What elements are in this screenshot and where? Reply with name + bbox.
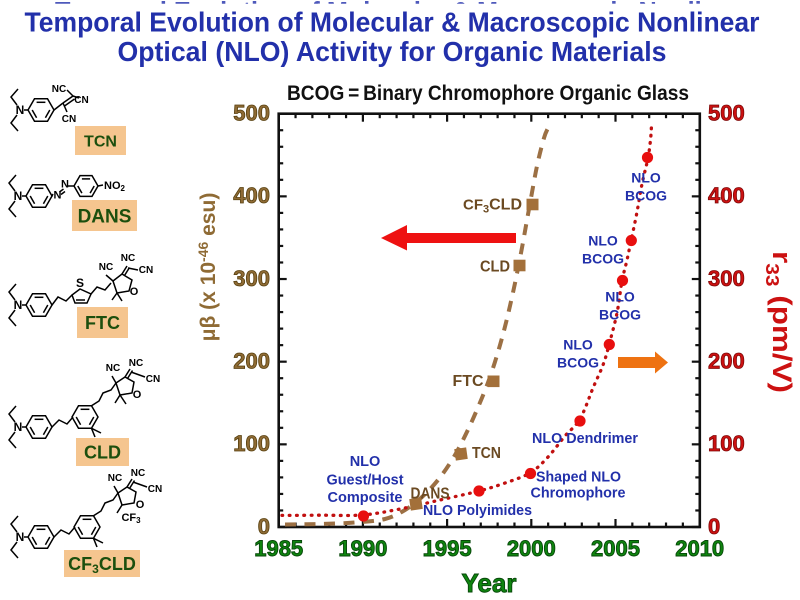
svg-text:N: N — [14, 420, 23, 434]
svg-text:DANS: DANS — [411, 486, 450, 503]
svg-text:NO2: NO2 — [104, 180, 126, 193]
svg-text:100: 100 — [708, 431, 745, 456]
svg-text:Composite: Composite — [328, 490, 403, 506]
svg-text:500: 500 — [233, 101, 270, 126]
svg-text:1995: 1995 — [423, 536, 472, 561]
svg-text:N: N — [14, 189, 23, 203]
svg-text:N: N — [61, 179, 69, 191]
svg-text:O: O — [130, 286, 139, 298]
svg-text:TCN: TCN — [472, 445, 501, 462]
svg-text:N: N — [14, 298, 23, 312]
svg-text:BCOG: BCOG — [557, 355, 599, 371]
svg-text:Optical (NLO) Activity for Org: Optical (NLO) Activity for Organic Mater… — [118, 36, 667, 67]
svg-text:500: 500 — [708, 101, 745, 126]
svg-text:CN: CN — [146, 374, 160, 385]
svg-text:400: 400 — [233, 183, 270, 208]
svg-text:N: N — [16, 103, 25, 117]
svg-text:300: 300 — [708, 266, 745, 291]
svg-text:Year: Year — [462, 568, 517, 598]
svg-text:Chromophore: Chromophore — [531, 486, 626, 502]
svg-text:BCOG: BCOG — [582, 251, 624, 267]
svg-text:NC: NC — [99, 262, 113, 273]
svg-text:NC: NC — [106, 363, 120, 374]
svg-text:NLO: NLO — [605, 289, 635, 305]
svg-text:O: O — [133, 389, 142, 401]
svg-text:O: O — [136, 499, 145, 511]
svg-text:DANS: DANS — [78, 206, 132, 227]
svg-text:NC: NC — [129, 358, 143, 369]
svg-text:N: N — [16, 530, 25, 544]
svg-text:CF3CLD: CF3CLD — [463, 197, 522, 216]
svg-text:CN: CN — [139, 265, 153, 276]
svg-text:NLO: NLO — [631, 170, 661, 186]
svg-text:NLO Dendrimer: NLO Dendrimer — [532, 431, 638, 447]
svg-text:CLD: CLD — [480, 259, 510, 276]
svg-text:S: S — [76, 276, 84, 290]
svg-text:μβ (x 10-46 esu): μβ (x 10-46 esu) — [195, 193, 220, 342]
svg-text:CF3CLD: CF3CLD — [68, 554, 136, 576]
svg-text:FTC: FTC — [85, 313, 120, 333]
svg-text:CN: CN — [148, 484, 162, 495]
svg-text:2005: 2005 — [591, 536, 640, 561]
svg-text:NC: NC — [52, 84, 66, 95]
svg-text:BCOG: BCOG — [599, 307, 641, 323]
svg-text:Temporal Evolution of Molecula: Temporal Evolution of Molecular & Macros… — [55, 0, 755, 27]
svg-text:CN: CN — [74, 95, 88, 106]
svg-text:2010: 2010 — [675, 536, 724, 561]
svg-text:NC: NC — [108, 473, 122, 484]
svg-text:Shaped NLO: Shaped NLO — [536, 470, 621, 486]
svg-text:200: 200 — [233, 348, 270, 373]
svg-text:CLD: CLD — [84, 442, 121, 462]
svg-text:CN: CN — [62, 114, 76, 125]
svg-text:Guest/Host: Guest/Host — [327, 473, 404, 489]
svg-text:TCN: TCN — [84, 133, 117, 150]
svg-text:N: N — [54, 190, 62, 202]
svg-text:300: 300 — [233, 266, 270, 291]
svg-text:NLO: NLO — [588, 233, 618, 249]
svg-text:BCOG = Binary Chromophore Orga: BCOG = Binary Chromophore Organic Glass — [287, 82, 689, 105]
svg-text:CF3: CF3 — [121, 512, 141, 525]
svg-text:FTC: FTC — [453, 373, 484, 390]
svg-text:NLO Polyimides: NLO Polyimides — [423, 503, 532, 519]
svg-text:NC: NC — [131, 468, 145, 479]
svg-text:NLO: NLO — [350, 454, 381, 470]
svg-text:Temporal Evolution of Molecula: Temporal Evolution of Molecular & Macros… — [25, 7, 760, 38]
svg-text:200: 200 — [708, 348, 745, 373]
svg-text:2000: 2000 — [507, 536, 556, 561]
svg-text:NC: NC — [121, 253, 135, 264]
svg-text:0: 0 — [708, 514, 720, 539]
svg-text:1990: 1990 — [338, 536, 387, 561]
svg-text:1985: 1985 — [254, 536, 303, 561]
svg-text:NLO: NLO — [563, 337, 593, 353]
svg-text:100: 100 — [233, 431, 270, 456]
svg-text:BCOG: BCOG — [625, 188, 667, 204]
svg-text:0: 0 — [258, 514, 270, 539]
svg-text:400: 400 — [708, 183, 745, 208]
